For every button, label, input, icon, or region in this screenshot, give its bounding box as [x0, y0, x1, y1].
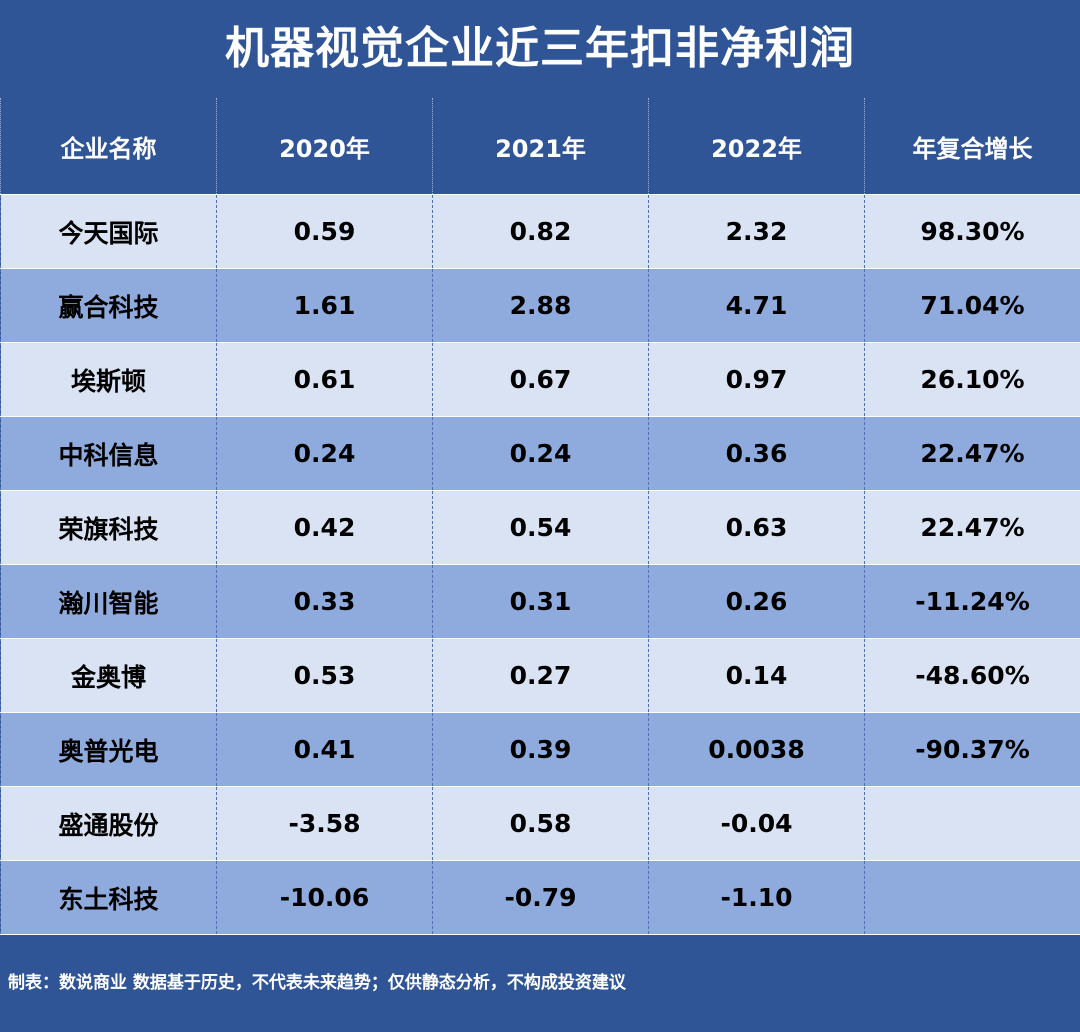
value-2021: 0.39: [432, 712, 649, 787]
value-cagr: 26.10%: [864, 342, 1080, 417]
table-row: 中科信息 0.24 0.24 0.36 22.47%: [0, 416, 1080, 491]
value-cagr: [864, 860, 1080, 935]
value-cagr: [864, 786, 1080, 861]
table-row: 赢合科技 1.61 2.88 4.71 71.04%: [0, 268, 1080, 343]
value-2021: 0.82: [432, 194, 649, 269]
company-name: 盛通股份: [0, 786, 217, 861]
value-2020: 0.41: [216, 712, 433, 787]
header-2020: 2020年: [216, 98, 433, 195]
value-2022: 0.26: [648, 564, 865, 639]
source-note: 制表：数说商业 数据基于历史，不代表未来趋势；仅供静态分析，不构成投资建议: [8, 973, 626, 993]
value-cagr: -48.60%: [864, 638, 1080, 713]
value-2022: 0.97: [648, 342, 865, 417]
header-2021: 2021年: [432, 98, 649, 195]
header-company: 企业名称: [0, 98, 217, 195]
value-cagr: -11.24%: [864, 564, 1080, 639]
value-2020: 0.24: [216, 416, 433, 491]
value-2021: 0.24: [432, 416, 649, 491]
value-2021: 0.58: [432, 786, 649, 861]
value-2022: 0.14: [648, 638, 865, 713]
value-2022: -1.10: [648, 860, 865, 935]
profit-table: 企业名称 2020年 2021年 2022年 年复合增长 今天国际 0.59 0…: [0, 98, 1080, 935]
value-2021: 0.67: [432, 342, 649, 417]
header-2022: 2022年: [648, 98, 865, 195]
value-2020: 0.42: [216, 490, 433, 565]
value-cagr: 71.04%: [864, 268, 1080, 343]
value-2022: -0.04: [648, 786, 865, 861]
table-row: 荣旗科技 0.42 0.54 0.63 22.47%: [0, 490, 1080, 565]
value-cagr: 22.47%: [864, 416, 1080, 491]
table-row: 瀚川智能 0.33 0.31 0.26 -11.24%: [0, 564, 1080, 639]
page-title: 机器视觉企业近三年扣非净利润: [0, 0, 1080, 99]
value-2022: 0.36: [648, 416, 865, 491]
header-cagr: 年复合增长: [864, 98, 1080, 195]
value-cagr: -90.37%: [864, 712, 1080, 787]
company-name: 中科信息: [0, 416, 217, 491]
value-2020: -10.06: [216, 860, 433, 935]
table-row: 埃斯顿 0.61 0.67 0.97 26.10%: [0, 342, 1080, 417]
value-2021: 2.88: [432, 268, 649, 343]
value-2020: 0.53: [216, 638, 433, 713]
value-2020: -3.58: [216, 786, 433, 861]
value-2022: 2.32: [648, 194, 865, 269]
value-2021: 0.54: [432, 490, 649, 565]
value-cagr: 98.30%: [864, 194, 1080, 269]
table-row: 金奥博 0.53 0.27 0.14 -48.60%: [0, 638, 1080, 713]
table-row: 东土科技 -10.06 -0.79 -1.10: [0, 860, 1080, 935]
value-2020: 0.61: [216, 342, 433, 417]
value-cagr: 22.47%: [864, 490, 1080, 565]
value-2020: 0.59: [216, 194, 433, 269]
company-name: 荣旗科技: [0, 490, 217, 565]
value-2021: -0.79: [432, 860, 649, 935]
company-name: 埃斯顿: [0, 342, 217, 417]
company-name: 金奥博: [0, 638, 217, 713]
company-name: 赢合科技: [0, 268, 217, 343]
value-2020: 1.61: [216, 268, 433, 343]
company-name: 今天国际: [0, 194, 217, 269]
company-name: 东土科技: [0, 860, 217, 935]
value-2022: 0.0038: [648, 712, 865, 787]
table-row: 奥普光电 0.41 0.39 0.0038 -90.37%: [0, 712, 1080, 787]
value-2022: 0.63: [648, 490, 865, 565]
value-2020: 0.33: [216, 564, 433, 639]
value-2021: 0.31: [432, 564, 649, 639]
table-row: 盛通股份 -3.58 0.58 -0.04: [0, 786, 1080, 861]
value-2022: 4.71: [648, 268, 865, 343]
table-row: 今天国际 0.59 0.82 2.32 98.30%: [0, 194, 1080, 269]
company-name: 瀚川智能: [0, 564, 217, 639]
company-name: 奥普光电: [0, 712, 217, 787]
header-row: 企业名称 2020年 2021年 2022年 年复合增长: [0, 98, 1080, 195]
value-2021: 0.27: [432, 638, 649, 713]
